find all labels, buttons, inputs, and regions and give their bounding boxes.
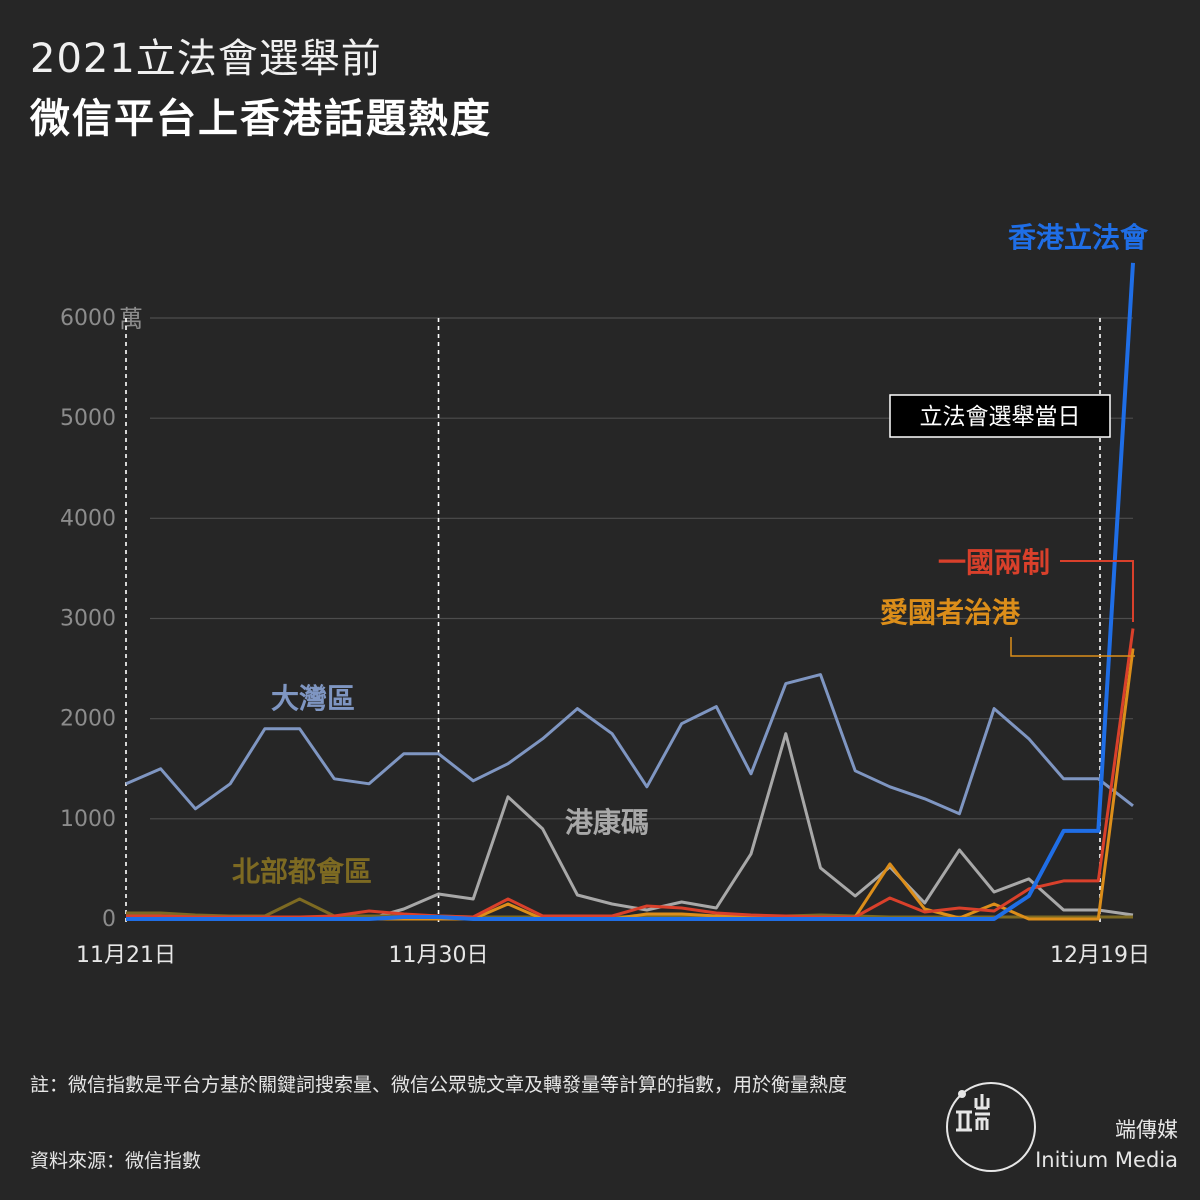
- y-tick-label: 0: [102, 907, 116, 932]
- series-label: 北部都會區: [232, 855, 372, 888]
- x-tick-label: 11月21日: [76, 943, 176, 968]
- series-label: 一國兩制: [938, 546, 1050, 579]
- y-axis: 0 1000 2000 3000 4000 5000 6000 萬: [60, 305, 143, 932]
- y-tick-label: 4000: [60, 506, 116, 531]
- y-tick-label: 2000: [60, 707, 116, 732]
- page-title: 2021立法會選舉前: [30, 36, 382, 82]
- x-axis: 11月21日 11月30日 12月19日: [76, 943, 1150, 968]
- election-day-box: [889, 394, 1111, 438]
- footnote: 註：微信指數是平台方基於關鍵詞搜索量、微信公眾號文章及轉發量等計算的指數，用於衡…: [30, 1074, 848, 1096]
- leader-line: [1060, 560, 1134, 622]
- data-source: 資料來源：微信指數: [30, 1150, 202, 1172]
- y-tick-label: 3000: [60, 607, 116, 632]
- y-unit-label: 萬: [119, 305, 143, 333]
- x-tick-label: 11月30日: [389, 943, 489, 968]
- y-tick-label: 5000: [60, 406, 116, 431]
- series-label: 香港立法會: [1008, 221, 1149, 254]
- series-label: 大灣區: [271, 682, 355, 715]
- series-label: 港康碼: [565, 806, 649, 839]
- series-line: [126, 262, 1135, 921]
- brand-name-zh: 端傳媒: [1115, 1118, 1178, 1142]
- leader-line: [1010, 637, 1135, 657]
- x-tick-label: 12月19日: [1050, 943, 1150, 968]
- grid: [150, 317, 1133, 820]
- initium-logo: [946, 1082, 1036, 1172]
- brand-name-en: Initium Media: [1035, 1148, 1178, 1172]
- series-label: 愛國者治港: [880, 596, 1021, 629]
- page-subtitle: 微信平台上香港話題熱度: [30, 96, 492, 142]
- series-line: [125, 673, 1134, 816]
- date-markers: 立法會選舉當日: [125, 318, 1111, 922]
- line-chart: 0 1000 2000 3000 4000 5000 6000 萬 立法會選舉當日 大灣區港康…: [60, 221, 1150, 968]
- y-tick-label: 6000: [60, 306, 116, 331]
- y-tick-label: 1000: [60, 807, 116, 832]
- series-lines: [125, 262, 1135, 921]
- election-day-label: 立法會選舉當日: [920, 404, 1081, 430]
- initium-logo-icon: [956, 1090, 990, 1132]
